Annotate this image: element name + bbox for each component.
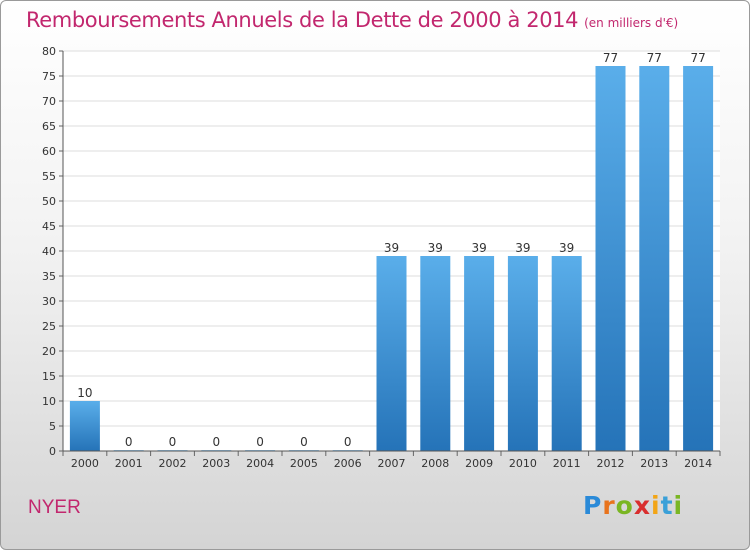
proxiti-logo: Proxiti bbox=[583, 491, 683, 520]
bar-value-label: 0 bbox=[344, 435, 352, 449]
y-tick-label: 35 bbox=[42, 270, 56, 283]
y-tick-label: 65 bbox=[42, 120, 56, 133]
y-tick-label: 40 bbox=[42, 245, 56, 258]
y-tick-label: 55 bbox=[42, 170, 56, 183]
x-tick-label: 2001 bbox=[115, 457, 143, 470]
y-tick-label: 80 bbox=[42, 45, 56, 58]
chart-title: Remboursements Annuels de la Dette de 20… bbox=[26, 8, 678, 32]
bar-value-label: 77 bbox=[603, 51, 618, 65]
y-tick-label: 20 bbox=[42, 345, 56, 358]
bar-value-label: 0 bbox=[212, 435, 220, 449]
x-tick-label: 2005 bbox=[290, 457, 318, 470]
bar-value-label: 39 bbox=[559, 241, 574, 255]
bar bbox=[595, 66, 626, 451]
x-tick-label: 2004 bbox=[246, 457, 274, 470]
x-tick-label: 2002 bbox=[159, 457, 187, 470]
x-tick-label: 2003 bbox=[202, 457, 230, 470]
x-tick-label: 2014 bbox=[684, 457, 712, 470]
chart-title-text: Remboursements Annuels de la Dette de 20… bbox=[26, 8, 579, 32]
bar-value-label: 39 bbox=[515, 241, 530, 255]
y-tick-label: 30 bbox=[42, 295, 56, 308]
x-tick-label: 2000 bbox=[71, 457, 99, 470]
logo-letter: o bbox=[615, 491, 634, 520]
y-tick-label: 0 bbox=[49, 445, 56, 458]
bar-value-label: 0 bbox=[169, 435, 177, 449]
logo-letter: P bbox=[583, 491, 603, 520]
bar-value-label: 77 bbox=[647, 51, 662, 65]
bar bbox=[464, 256, 495, 451]
logo-letter: t bbox=[660, 491, 674, 520]
chart-subtitle: (en milliers d'€) bbox=[584, 16, 679, 30]
y-tick-label: 45 bbox=[42, 220, 56, 233]
logo-letter: i bbox=[673, 491, 684, 520]
bar-value-label: 39 bbox=[471, 241, 486, 255]
logo-letter: x bbox=[633, 491, 651, 520]
x-tick-label: 2009 bbox=[465, 457, 493, 470]
bar-value-label: 0 bbox=[125, 435, 133, 449]
town-name: NYER bbox=[28, 497, 81, 518]
y-tick-label: 25 bbox=[42, 320, 56, 333]
logo-letter: r bbox=[602, 491, 616, 520]
bar bbox=[69, 401, 100, 451]
bar-value-label: 39 bbox=[428, 241, 443, 255]
bar-value-label: 77 bbox=[690, 51, 705, 65]
bar bbox=[507, 256, 538, 451]
x-tick-label: 2013 bbox=[640, 457, 668, 470]
x-tick-label: 2011 bbox=[553, 457, 581, 470]
y-tick-label: 70 bbox=[42, 95, 56, 108]
x-tick-label: 2008 bbox=[421, 457, 449, 470]
y-tick-label: 75 bbox=[42, 70, 56, 83]
x-tick-label: 2007 bbox=[378, 457, 406, 470]
bar-value-label: 39 bbox=[384, 241, 399, 255]
y-tick-label: 15 bbox=[42, 370, 56, 383]
y-tick-label: 50 bbox=[42, 195, 56, 208]
y-tick-label: 10 bbox=[42, 395, 56, 408]
y-tick-label: 5 bbox=[49, 420, 56, 433]
logo-letter: i bbox=[651, 491, 661, 520]
bar-value-label: 0 bbox=[256, 435, 264, 449]
x-tick-label: 2010 bbox=[509, 457, 537, 470]
bar bbox=[376, 256, 407, 451]
x-tick-label: 2012 bbox=[597, 457, 625, 470]
bar bbox=[420, 256, 451, 451]
x-tick-label: 2006 bbox=[334, 457, 362, 470]
bar bbox=[551, 256, 582, 451]
y-tick-label: 60 bbox=[42, 145, 56, 158]
bar-value-label: 10 bbox=[77, 386, 92, 400]
bar bbox=[639, 66, 670, 451]
bar bbox=[683, 66, 714, 451]
bar-value-label: 0 bbox=[300, 435, 308, 449]
